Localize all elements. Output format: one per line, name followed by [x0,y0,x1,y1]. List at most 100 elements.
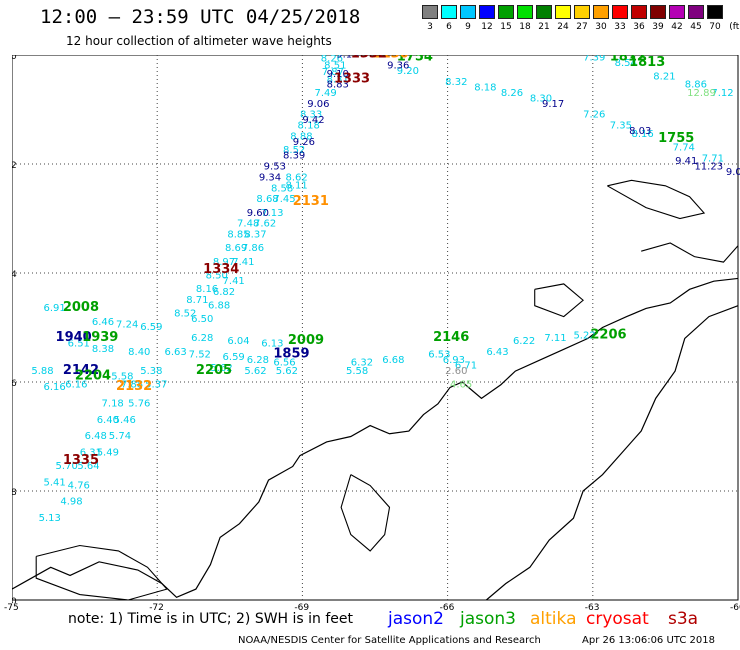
scale-swatch [650,5,666,19]
anvers-island [534,283,584,318]
wave-height-label: 6.68 [382,355,404,366]
wave-height-label: 4.65 [450,379,472,390]
map-canvas: 8.268.517.878.317.498.338.188.888.528.62… [12,55,740,603]
wave-height-label: 6.32 [351,358,373,369]
wave-height-label: 9.41 [675,156,697,167]
wave-height-label: 1859 [273,346,309,361]
scale-swatch [555,5,571,19]
wave-height-label: 5.64 [77,461,99,472]
wave-height-label: 1334 [203,262,239,277]
scale-label: 12 [481,22,493,32]
scale-swatch [479,5,495,19]
wave-height-label: 8.16 [632,129,654,140]
scale-swatch [441,5,457,19]
wave-height-label: 9.06 [307,99,329,110]
scale-label: 27 [576,22,588,32]
wave-height-label: 8.26 [321,55,343,65]
wave-height-label: 2132 [116,379,152,394]
scale-swatch [631,5,647,19]
lon-tick-label: -72 [149,603,164,613]
wave-height-label: 7.86 [242,243,264,254]
scale-swatch [536,5,552,19]
wave-height-label: 7.71 [702,153,724,164]
wave-height-label: 1939 [82,330,118,345]
wave-height-label: 5.58 [346,366,368,377]
wave-height-label: 8.88 [290,131,312,142]
wave-height-label: 7.48 [237,219,259,230]
wave-height-label: 9.42 [302,115,324,126]
wave-height-label: 7.88 [121,379,143,390]
wave-height-label: 2146 [433,330,469,345]
wave-height-label: 6.59 [140,322,162,333]
wave-height-label: 1754 [397,55,433,64]
lat-tick-label: -60 [12,55,17,62]
wave-height-label: 8.21 [653,72,675,83]
scale-label: 24 [557,22,569,32]
wave-height-label: 11.23 [694,161,723,172]
lat-tick-label: -70 [12,597,17,603]
lat-tick-label: -64 [12,270,17,280]
wave-height-label: 1940 [56,330,92,345]
wave-height-label: 8.37 [244,230,266,241]
lon-tick-label: -66 [439,603,455,613]
wave-height-label: 6.13 [261,339,283,350]
wave-height-label: 6.91 [43,303,65,314]
wave-height-label: 7.74 [673,142,695,153]
wave-height-label: 8.26 [501,88,523,99]
wave-height-label: 5.22 [573,330,595,341]
wave-height-label: 6.93 [443,355,465,366]
scale-label: 36 [633,22,645,32]
wave-height-label: 8.31 [327,74,349,85]
scale-label: 45 [690,22,702,32]
scale-swatch [517,5,533,19]
wave-height-label: 6.48 [85,431,107,442]
timestamp-text: Apr 26 13:06:06 UTC 2018 [582,635,715,646]
wave-height-label: 7.41 [232,257,254,268]
wave-height-label: 7.11 [544,333,566,344]
coastline-east [485,305,739,601]
wave-height-label: 5.38 [140,366,162,377]
scale-label: 6 [446,22,452,32]
wave-height-label: 7.13 [261,208,283,219]
wave-height-label: 9.10 [327,69,349,80]
wave-height-label: 8.11 [285,181,307,192]
wave-height-label: 8.83 [327,80,349,91]
scale-swatch [688,5,704,19]
scale-label: 18 [519,22,531,32]
wave-height-label: 5.13 [39,513,61,524]
wave-height-label: 5.37 [145,379,167,390]
wave-height-label: 6.04 [227,336,249,347]
scale-swatch [460,5,476,19]
credit-text: NOAA/NESDIS Center for Satellite Applica… [238,635,541,646]
wave-height-label: 4.76 [68,480,90,491]
wave-height-label: 5.58 [111,371,133,382]
wave-height-label: 8.33 [300,110,322,121]
wave-height-label: 6.63 [164,347,186,358]
wave-height-label: 9.60 [247,208,269,219]
wave-height-label: 5.62 [276,366,298,377]
map-frame [12,55,739,601]
wave-height-label: 8.38 [92,344,114,355]
scale-unit: (ft) [729,22,740,32]
scale-swatch [612,5,628,19]
wave-height-label: 8.71 [186,295,208,306]
wave-height-label: 8.03 [629,126,651,137]
wave-height-label: 5.41 [43,478,65,489]
wave-height-label: 9.36 [387,61,409,72]
wave-height-label: 8.18 [298,121,320,132]
wave-height-label: 8.54 [615,58,637,69]
wave-height-label: 6.82 [213,287,235,298]
wave-height-label: 1813 [629,55,665,70]
wave-height-label: 9.13 [336,55,358,61]
wave-height-label: 5.62 [210,363,232,374]
wave-height-label: 6.56 [273,358,295,369]
scale-label: 39 [652,22,664,32]
wave-height-label: 6.51 [68,339,90,350]
adelaide-island [340,474,391,552]
scale-swatch [707,5,723,19]
wave-height-label: 7.39 [583,55,605,63]
wave-height-label: 5.88 [31,366,53,377]
footer-note: note: 1) Time is in UTC; 2) SWH is in fe… [68,611,354,627]
wave-height-label: 7.45 [273,194,295,205]
wave-height-label: 1335 [63,453,99,468]
